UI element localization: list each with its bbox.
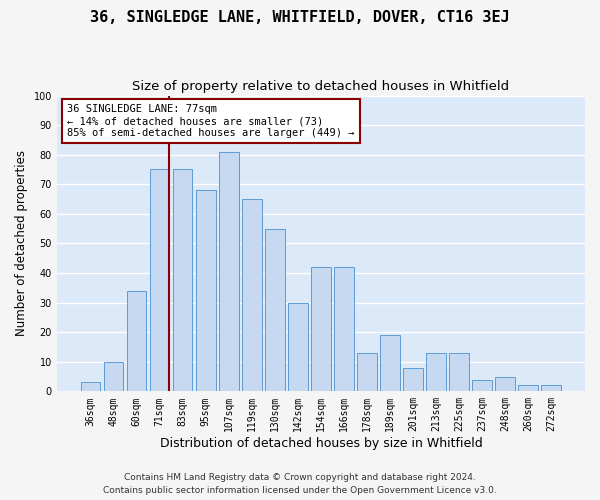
Bar [219, 152, 239, 392]
Bar [150, 170, 169, 392]
Text: Contains HM Land Registry data © Crown copyright and database right 2024.
Contai: Contains HM Land Registry data © Crown c… [103, 474, 497, 495]
Bar [196, 190, 215, 392]
Bar [265, 228, 284, 392]
Bar [449, 353, 469, 392]
Bar [472, 380, 492, 392]
Bar [288, 302, 308, 392]
X-axis label: Distribution of detached houses by size in Whitfield: Distribution of detached houses by size … [160, 437, 482, 450]
Bar [104, 362, 124, 392]
Bar [380, 335, 400, 392]
Text: 36, SINGLEDGE LANE, WHITFIELD, DOVER, CT16 3EJ: 36, SINGLEDGE LANE, WHITFIELD, DOVER, CT… [90, 10, 510, 25]
Bar [311, 267, 331, 392]
Bar [173, 170, 193, 392]
Bar [496, 376, 515, 392]
Text: 36 SINGLEDGE LANE: 77sqm
← 14% of detached houses are smaller (73)
85% of semi-d: 36 SINGLEDGE LANE: 77sqm ← 14% of detach… [67, 104, 355, 138]
Y-axis label: Number of detached properties: Number of detached properties [15, 150, 28, 336]
Bar [334, 267, 354, 392]
Bar [242, 199, 262, 392]
Bar [518, 386, 538, 392]
Bar [357, 353, 377, 392]
Bar [541, 386, 561, 392]
Bar [403, 368, 423, 392]
Bar [426, 353, 446, 392]
Title: Size of property relative to detached houses in Whitfield: Size of property relative to detached ho… [133, 80, 509, 93]
Bar [81, 382, 100, 392]
Bar [127, 291, 146, 392]
